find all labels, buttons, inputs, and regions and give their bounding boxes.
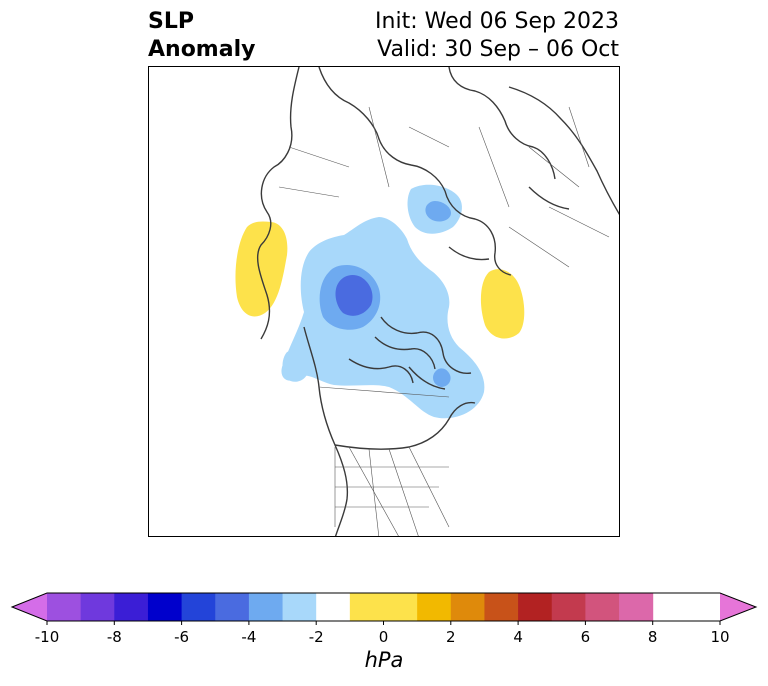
positive-anomaly-kamchatka	[480, 269, 525, 339]
colorbar-tick-label: -2	[308, 628, 324, 646]
colorbar-segment	[585, 593, 620, 621]
colorbar-tick-label: -10	[34, 628, 60, 646]
colorbar-segment	[484, 593, 519, 621]
colorbar-tick-label: 6	[580, 628, 591, 646]
colorbar-segment	[80, 593, 115, 621]
colorbar-segment	[619, 593, 654, 621]
negative-anomaly-core	[335, 274, 373, 316]
positive-anomaly-nw-pacific	[235, 221, 288, 317]
colorbar-segment	[349, 593, 418, 621]
colorbar-segment	[114, 593, 149, 621]
negative-anomaly-outer	[281, 217, 485, 419]
colorbar-segment	[316, 593, 351, 621]
colorbar-segment	[215, 593, 250, 621]
colorbar-tick-label: 8	[647, 628, 658, 646]
political-borders	[278, 106, 610, 536]
colorbar-segment	[450, 593, 485, 621]
colorbar-tick-label: -8	[106, 628, 122, 646]
colorbar-tick-label: 0	[378, 628, 389, 646]
colorbar-segment	[181, 593, 216, 621]
colorbar	[10, 592, 758, 625]
map-title: SLP Anomaly	[148, 8, 255, 64]
map-panel	[148, 66, 620, 537]
colorbar-segment	[282, 593, 317, 621]
colorbar-segment	[518, 593, 553, 621]
colorbar-unit-label: hPa	[364, 648, 404, 672]
title-variable-type: Anomaly	[148, 37, 256, 62]
valid-range: Valid: 30 Sep – 06 Oct	[377, 37, 619, 62]
colorbar-segment	[417, 593, 452, 621]
colorbar-segment	[551, 593, 586, 621]
map-dates: Init: Wed 06 Sep 2023 Valid: 30 Sep – 06…	[375, 8, 619, 64]
colorbar-tick-label: 4	[513, 628, 523, 646]
negative-anomaly-atlantic-core	[433, 368, 451, 387]
colorbar-tick-label: -6	[174, 628, 190, 646]
title-variable: SLP	[148, 9, 194, 34]
negative-anomaly-europe-core	[425, 201, 451, 222]
colorbar-tick-label: 10	[710, 628, 730, 646]
colorbar-tick-label: 2	[446, 628, 456, 646]
colorbar-segment	[147, 593, 183, 621]
colorbar-tick-label: -4	[241, 628, 257, 646]
init-date: Init: Wed 06 Sep 2023	[375, 9, 619, 34]
colorbar-extend-min	[12, 593, 47, 621]
colorbar-segment	[47, 593, 82, 621]
colorbar-segment	[248, 593, 284, 621]
negative-anomaly-pacific-nw	[282, 350, 310, 382]
colorbar-extend-max	[720, 593, 756, 621]
polar-map	[235, 67, 619, 536]
